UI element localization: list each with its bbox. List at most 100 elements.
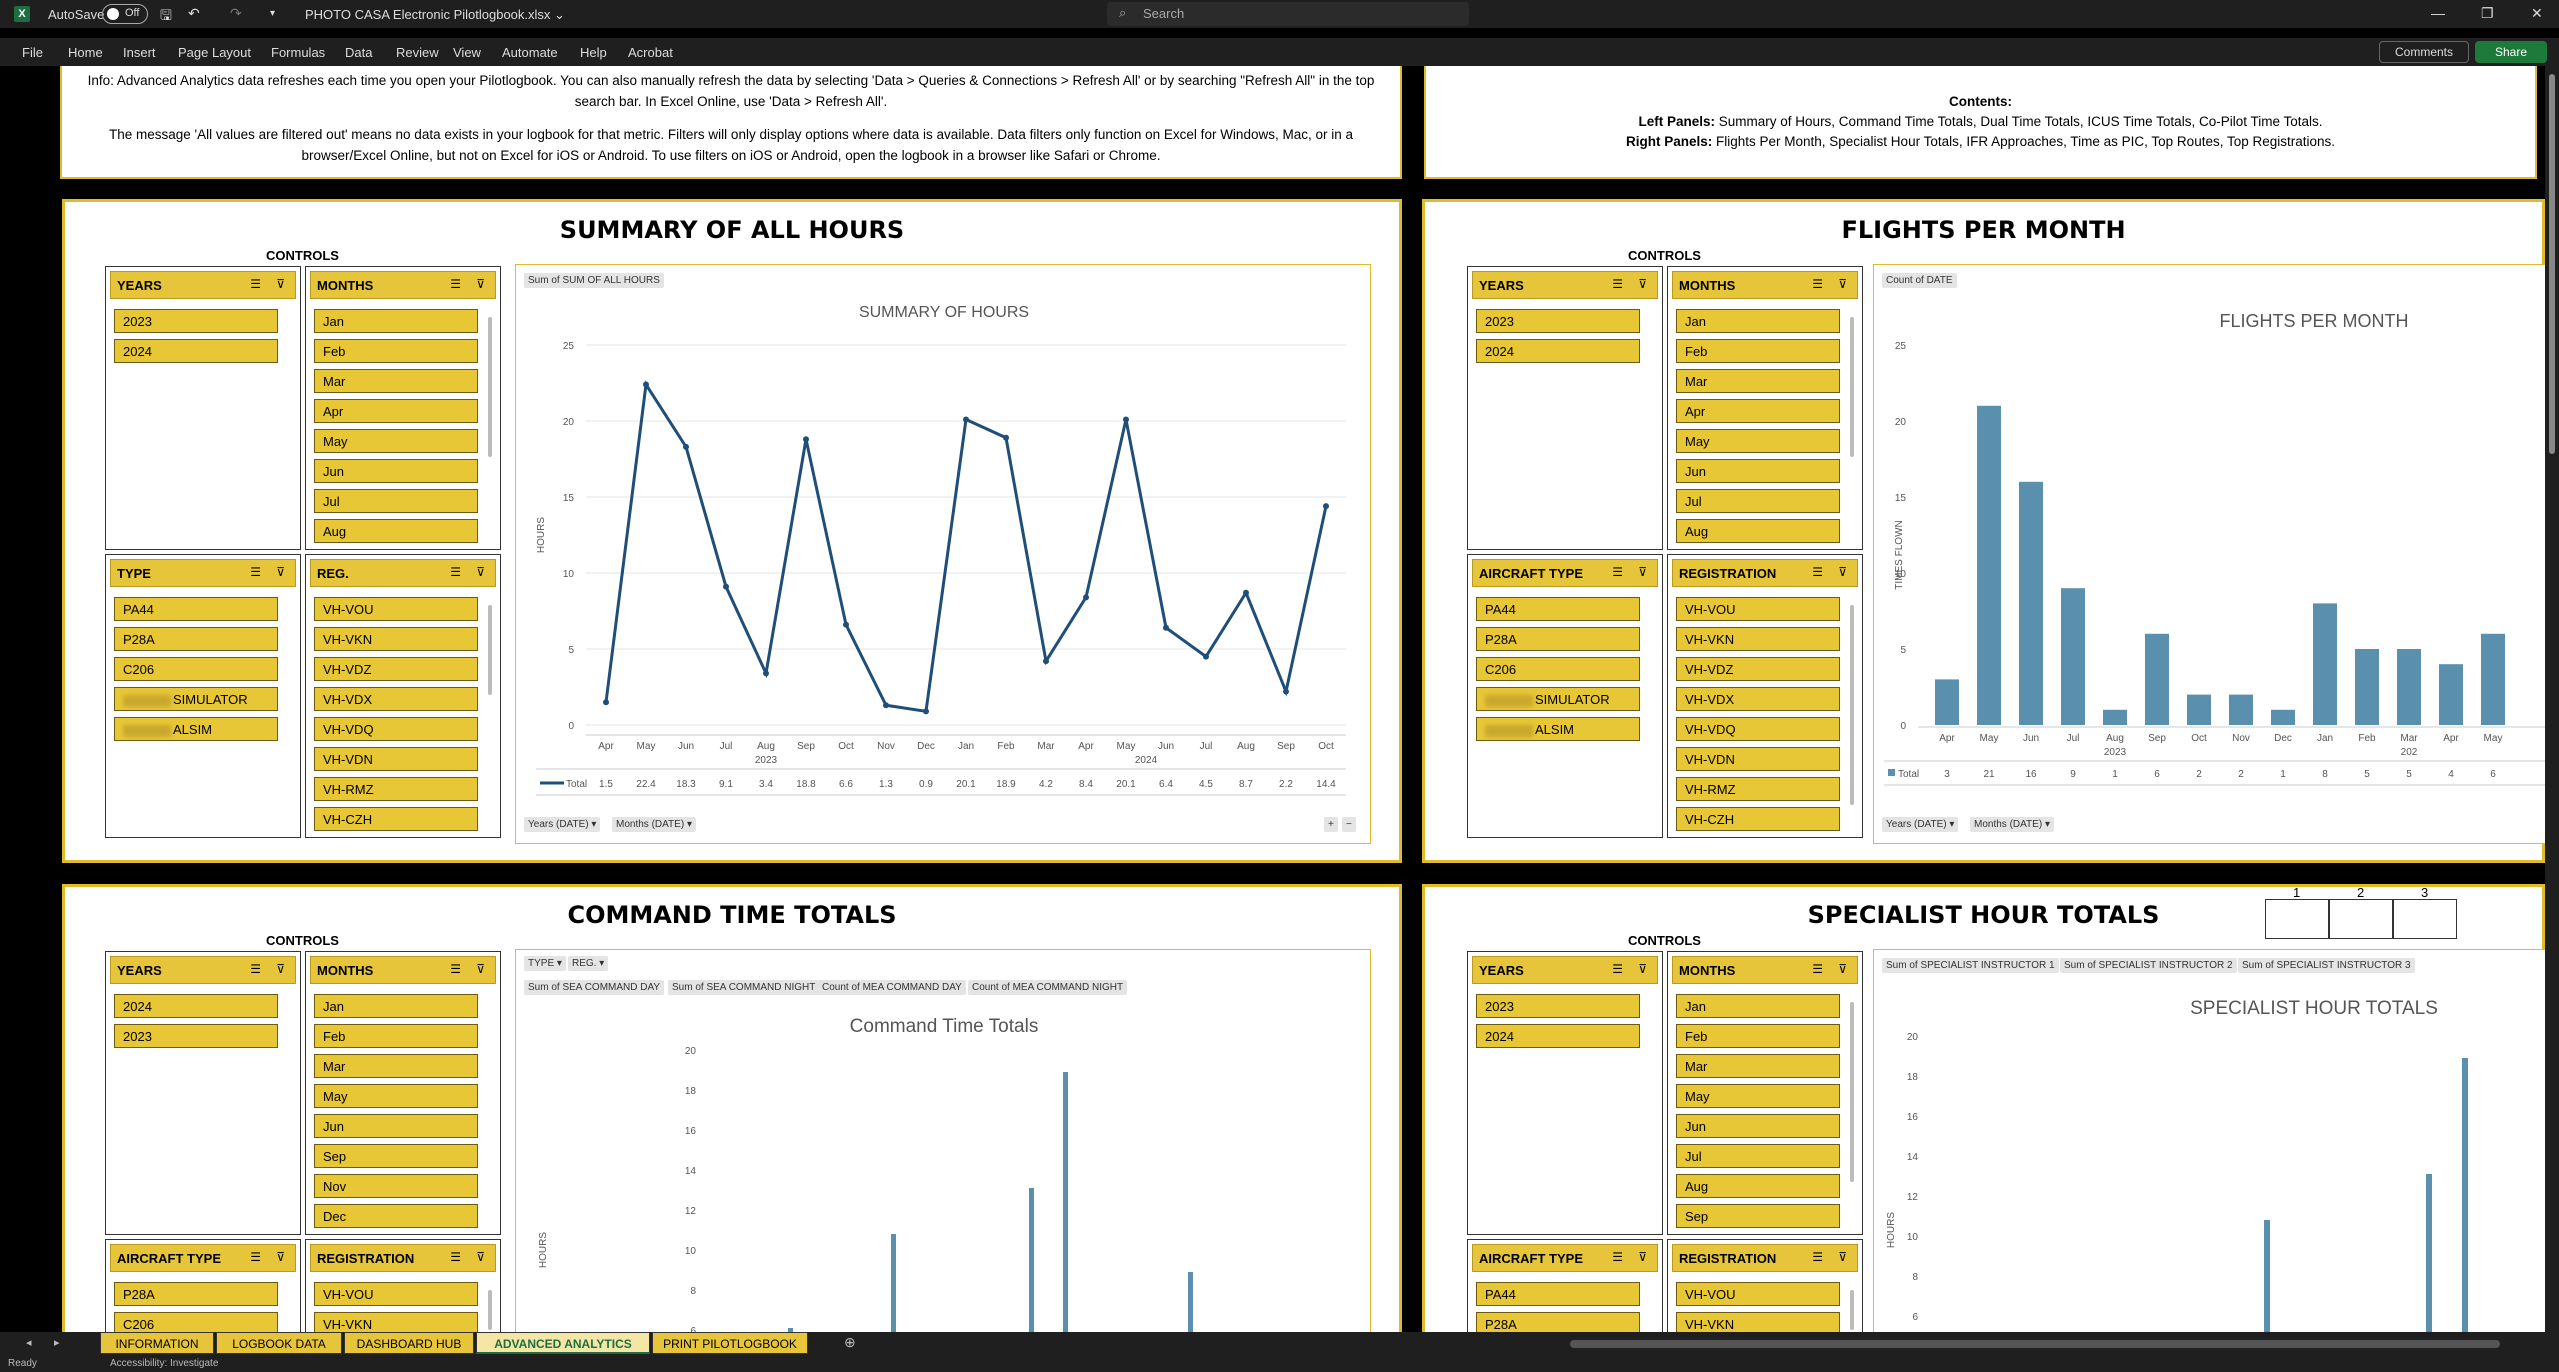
- cell-box-3[interactable]: [2393, 899, 2457, 939]
- tab-information[interactable]: INFORMATION: [100, 1332, 214, 1354]
- field-button-mea-day[interactable]: Count of MEA COMMAND DAY: [818, 980, 966, 995]
- slicer-item[interactable]: Feb: [1676, 339, 1840, 363]
- slicer-item[interactable]: 2023: [114, 309, 278, 333]
- comments-button[interactable]: Comments: [2379, 41, 2469, 63]
- registration-slicer[interactable]: REGISTRATION ☰ ⊽ VH-VOU VH-VKN: [305, 1239, 501, 1332]
- slicer-item[interactable]: P28A: [114, 627, 278, 651]
- menu-file[interactable]: File: [22, 45, 43, 60]
- slicer-item[interactable]: Mar: [314, 369, 478, 393]
- clear-filter-icon[interactable]: ⊽: [276, 1250, 285, 1264]
- slicer-item[interactable]: Jun: [314, 1114, 478, 1138]
- slicer-item[interactable]: VH-VDN: [1676, 747, 1840, 771]
- cell-box-2[interactable]: [2329, 899, 2393, 939]
- slicer-item[interactable]: VH-CZH: [1676, 807, 1840, 831]
- months-slicer[interactable]: MONTHS ☰ ⊽ Jan Feb Mar May Jun Sep Nov Dec: [305, 951, 501, 1235]
- multi-select-icon[interactable]: ☰: [1812, 565, 1823, 579]
- slicer-item[interactable]: Jul: [1676, 1144, 1840, 1168]
- slicer-item[interactable]: Jan: [1676, 994, 1840, 1018]
- aircraft-type-slicer[interactable]: AIRCRAFT TYPE ☰ ⊽ PA44 P28A C206 SIMULATOR…: [1467, 554, 1663, 838]
- menu-page-layout[interactable]: Page Layout: [178, 45, 252, 60]
- years-slicer[interactable]: YEARS ☰ ⊽ 2023 2024: [105, 266, 301, 550]
- minimize-icon[interactable]: —: [2431, 5, 2445, 21]
- command-chart[interactable]: TYPE ▾ REG. ▾ Sum of SEA COMMAND DAY Sum…: [515, 949, 1371, 1332]
- slicer-item[interactable]: SIMULATOR: [114, 687, 278, 711]
- clear-filter-icon[interactable]: ⊽: [1838, 277, 1847, 291]
- field-button-sum[interactable]: Sum of SUM OF ALL HOURS: [524, 273, 664, 288]
- summary-chart[interactable]: Sum of SUM OF ALL HOURS SUMMARY OF HOURS…: [515, 264, 1371, 844]
- slicer-item[interactable]: VH-VDX: [1676, 687, 1840, 711]
- multi-select-icon[interactable]: ☰: [450, 962, 461, 976]
- multi-select-icon[interactable]: ☰: [250, 1250, 261, 1264]
- clear-filter-icon[interactable]: ⊽: [476, 565, 485, 579]
- clear-filter-icon[interactable]: ⊽: [1638, 1250, 1647, 1264]
- field-button-years[interactable]: Years (DATE) ▾: [524, 817, 601, 832]
- menu-view[interactable]: View: [453, 45, 481, 60]
- slicer-item[interactable]: Mar: [314, 1054, 478, 1078]
- field-button-instructor-2[interactable]: Sum of SPECIALIST INSTRUCTOR 2: [2060, 958, 2237, 973]
- multi-select-icon[interactable]: ☰: [450, 565, 461, 579]
- slicer-item[interactable]: Jun: [1676, 1114, 1840, 1138]
- worksheet[interactable]: Info: Advanced Analytics data refreshes …: [0, 66, 2545, 1332]
- slicer-item[interactable]: P28A: [1476, 627, 1640, 651]
- slicer-item[interactable]: C206: [114, 657, 278, 681]
- menu-automate[interactable]: Automate: [502, 45, 558, 60]
- clear-filter-icon[interactable]: ⊽: [276, 277, 285, 291]
- slicer-item[interactable]: Mar: [1676, 369, 1840, 393]
- field-button-mea-night[interactable]: Count of MEA COMMAND NIGHT: [968, 980, 1128, 995]
- autosave-toggle[interactable]: Off: [102, 4, 148, 24]
- undo-icon[interactable]: ↶: [188, 5, 200, 21]
- slicer-item[interactable]: VH-RMZ: [314, 777, 478, 801]
- slicer-item[interactable]: Apr: [314, 399, 478, 423]
- slicer-item[interactable]: Apr: [1676, 399, 1840, 423]
- slicer-item[interactable]: May: [1676, 429, 1840, 453]
- slicer-scrollbar[interactable]: [488, 1290, 492, 1330]
- multi-select-icon[interactable]: ☰: [250, 962, 261, 976]
- slicer-item[interactable]: VH-VKN: [314, 1312, 478, 1332]
- tab-logbook-data[interactable]: LOGBOOK DATA: [216, 1332, 342, 1354]
- status-accessibility[interactable]: Accessibility: Investigate: [110, 1358, 219, 1369]
- share-button[interactable]: Share: [2475, 41, 2547, 63]
- clear-filter-icon[interactable]: ⊽: [1838, 1250, 1847, 1264]
- slicer-scrollbar[interactable]: [1850, 1290, 1854, 1330]
- close-icon[interactable]: ✕: [2531, 5, 2543, 21]
- multi-select-icon[interactable]: ☰: [1812, 962, 1823, 976]
- slicer-item[interactable]: VH-VOU: [1676, 597, 1840, 621]
- slicer-item[interactable]: PA44: [114, 597, 278, 621]
- slicer-item[interactable]: May: [1676, 1084, 1840, 1108]
- slicer-item[interactable]: 2024: [1476, 1024, 1640, 1048]
- tab-scroll-left-icon[interactable]: ◂: [26, 1337, 32, 1349]
- slicer-scrollbar[interactable]: [1850, 1002, 1854, 1182]
- slicer-item[interactable]: VH-VDZ: [314, 657, 478, 681]
- field-button-type[interactable]: TYPE ▾: [524, 956, 566, 971]
- multi-select-icon[interactable]: ☰: [1812, 1250, 1823, 1264]
- field-button-count[interactable]: Count of DATE: [1882, 273, 1957, 288]
- slicer-item[interactable]: 2024: [1476, 339, 1640, 363]
- clear-filter-icon[interactable]: ⊽: [476, 1250, 485, 1264]
- slicer-item[interactable]: Jun: [1676, 459, 1840, 483]
- menu-insert[interactable]: Insert: [123, 45, 156, 60]
- slicer-item[interactable]: VH-VDX: [314, 687, 478, 711]
- field-button-instructor-3[interactable]: Sum of SPECIALIST INSTRUCTOR 3: [2238, 958, 2415, 973]
- slicer-item[interactable]: ALSIM: [1476, 717, 1640, 741]
- slicer-item[interactable]: May: [314, 429, 478, 453]
- slicer-scrollbar[interactable]: [1850, 605, 1854, 805]
- registration-slicer[interactable]: REGISTRATION ☰ ⊽ VH-VOU VH-VKN: [1667, 1239, 1863, 1332]
- clear-filter-icon[interactable]: ⊽: [1838, 565, 1847, 579]
- horizontal-scrollbar[interactable]: [1570, 1340, 2500, 1348]
- maximize-icon[interactable]: ❐: [2481, 5, 2494, 21]
- multi-select-icon[interactable]: ☰: [250, 565, 261, 579]
- field-button-reg[interactable]: REG. ▾: [568, 956, 609, 971]
- tab-print-pilotlogbook[interactable]: PRINT PILOTLOGBOOK: [652, 1332, 808, 1354]
- slicer-item[interactable]: 2023: [1476, 994, 1640, 1018]
- years-slicer[interactable]: YEARS ☰ ⊽ 2023 2024: [1467, 951, 1663, 1235]
- slicer-item[interactable]: C206: [1476, 657, 1640, 681]
- clear-filter-icon[interactable]: ⊽: [1838, 962, 1847, 976]
- clear-filter-icon[interactable]: ⊽: [1638, 962, 1647, 976]
- save-icon[interactable]: 🖫: [160, 7, 172, 23]
- slicer-scrollbar[interactable]: [488, 605, 492, 695]
- tab-advanced-analytics[interactable]: ADVANCED ANALYTICS: [476, 1332, 650, 1354]
- slicer-item[interactable]: May: [314, 1084, 478, 1108]
- vertical-scrollbar[interactable]: [2545, 66, 2559, 1332]
- months-slicer[interactable]: MONTHS ☰ ⊽ Jan Feb Mar Apr May Jun Jul Aug: [305, 266, 501, 550]
- slicer-item[interactable]: P28A: [1476, 1312, 1640, 1332]
